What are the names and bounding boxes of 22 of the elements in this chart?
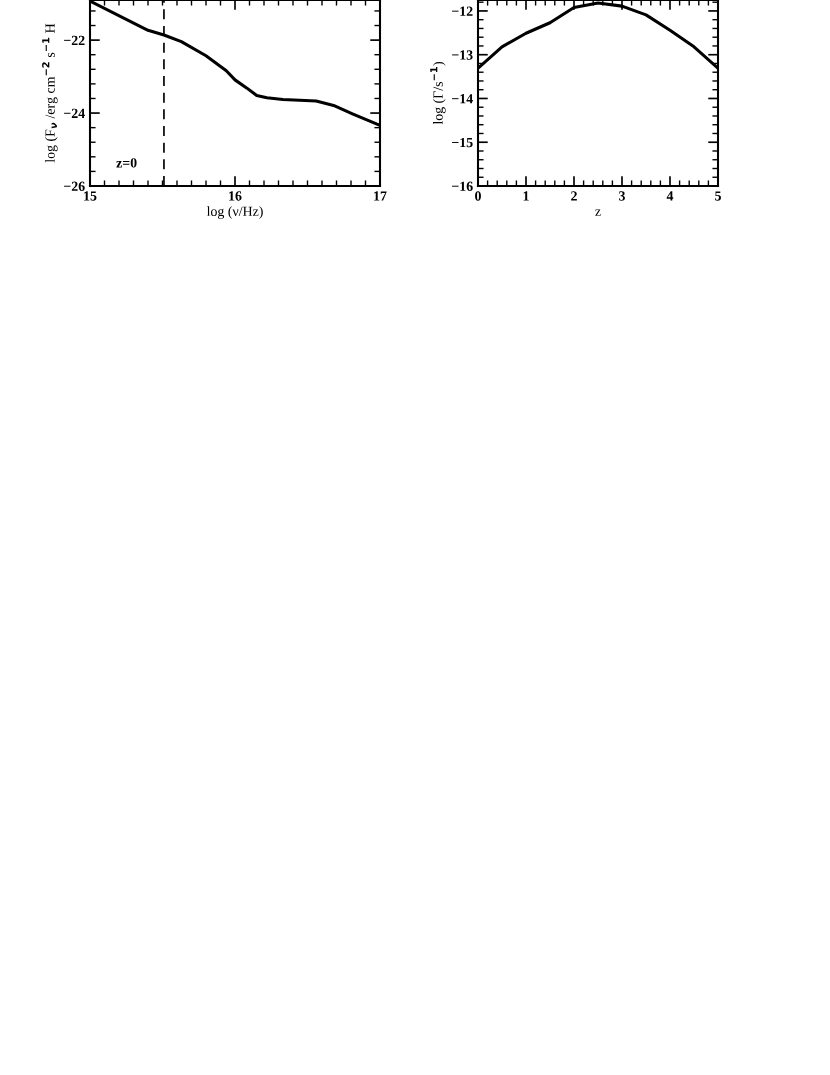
y-tick-label: −26 [64,181,85,191]
y-tick-label: −14 [452,94,473,104]
y-axis-title: log (Γ/s$^{−1}$) [430,62,446,125]
y-tick-label: −15 [452,137,473,148]
y-axis-title: log (F$_{ν}$ /erg cm$^{−2}$ s$^{−1}$ H [42,23,58,163]
y-tick-label: −24 [64,108,85,118]
x-tick-label: 4 [666,191,674,201]
x-tick-label: 0 [475,191,481,201]
y-tick-label: −12 [452,6,473,16]
x-tick-label: 2 [571,191,577,201]
x-tick-label: 17 [374,191,387,201]
x-tick-label: 16 [229,191,242,201]
x-tick-label: 1 [523,191,529,201]
y-tick-label: −13 [452,50,473,60]
y-tick-label: −16 [452,181,473,191]
x-tick-label: 3 [619,191,625,201]
y-tick-label: −22 [64,35,85,45]
x-tick-label: 5 [715,191,721,201]
annotation: z=0 [116,158,137,168]
x-axis-title: log (ν/Hz) [206,206,263,219]
x-tick-label: 15 [84,191,97,201]
x-axis-title: z [595,209,601,216]
